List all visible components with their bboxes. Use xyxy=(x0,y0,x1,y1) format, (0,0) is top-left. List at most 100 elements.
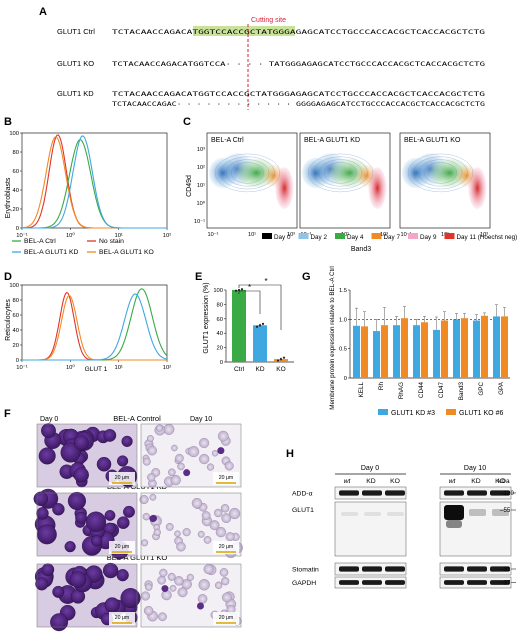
f-cell-light-1-11 xyxy=(197,530,205,538)
f-cell-dark-1-23 xyxy=(37,524,57,545)
f-cell-light-2-8 xyxy=(174,576,184,586)
h-protein-label-1: GLUT1 xyxy=(292,507,314,514)
c-contour-2-3 xyxy=(424,162,457,184)
panel-h-lanes: wt KD KO wt KD KO xyxy=(344,478,505,485)
h-band-0-1-1 xyxy=(467,490,487,496)
f-cell-light-2-28 xyxy=(143,606,154,616)
f-cell-light-2-14 xyxy=(159,568,168,577)
panel-a-letter: A xyxy=(39,6,47,18)
h-band-2-0-0 xyxy=(339,566,359,572)
f-cell-light-1-6 xyxy=(220,504,230,513)
g-ytick-label-1.0: 1.0 xyxy=(339,317,347,323)
c-plot-0: BEL-A Ctrl 10⁻¹ 10¹ 10³ 10³ 10² 10¹ 10⁰ 10⁻¹ xyxy=(194,132,298,238)
f-image-day10-frame-2 xyxy=(140,563,242,628)
c-pop-day11-2 xyxy=(468,167,487,210)
seq-ctrl: TCTACAACCAGACATGGTCCA CCGCTATGGGAGAGCATCC… xyxy=(112,29,485,36)
panel-g-chart: 0 0.5 1.0 1.5 KELL Rh RhAG CD44 CD47 Band3 GPC GPA xyxy=(339,288,510,400)
panel-b-ylabel: Erythroblasts xyxy=(5,177,12,218)
d-curve-bel-a-glut1-ko xyxy=(22,294,167,361)
seq-name-ko: GLUT1 KO xyxy=(57,59,94,68)
d-curve-bel-a-glut1-kd xyxy=(22,293,168,361)
c-xtick-2-2: 10³ xyxy=(480,232,488,238)
h-band-2-1-2 xyxy=(490,566,510,572)
c-legend-label-3: Day 7 xyxy=(384,234,401,241)
c-legend-swatch-4 xyxy=(408,233,418,239)
f-scale-bg-0-1 xyxy=(213,472,239,485)
f-scale-label-0-0: 20 μm xyxy=(115,475,130,481)
e-sig-bracket-ko xyxy=(238,284,282,330)
c-xtick-0-2: 10³ xyxy=(287,232,295,238)
c-ytick-1: 10² xyxy=(197,165,205,171)
panel-e-letter: E xyxy=(195,271,202,283)
e-bar-ctrl xyxy=(232,290,246,362)
f-cell-light-0-17 xyxy=(155,424,164,432)
f-cell-nucleated-2-1 xyxy=(161,585,169,593)
f-image-day10-row-1 xyxy=(139,492,243,559)
panel-c-xlabel: Band3 xyxy=(351,246,371,253)
b-xtick-label-1: 10⁰ xyxy=(66,232,75,239)
e-bar-kd xyxy=(253,325,267,362)
h-band-3-0-0 xyxy=(339,580,359,585)
f-cell-light-0-27 xyxy=(188,446,200,458)
g-bar-gpa-1 xyxy=(501,316,508,378)
g-bar-cd47-0 xyxy=(433,329,440,378)
f-cell-light-0-13 xyxy=(217,430,229,442)
h-band-glut1-1-2 xyxy=(492,509,509,516)
c-legend-label-0: Day 0 xyxy=(274,234,291,241)
f-cell-light-2-9 xyxy=(214,581,223,589)
c-xtick-2-0: 10⁻¹ xyxy=(400,232,411,238)
f-cell-dark-2-17 xyxy=(41,563,55,576)
g-bar-kell-0 xyxy=(353,325,360,378)
f-cell-nucleated-2-0 xyxy=(196,602,204,610)
f-cell-light-2-23 xyxy=(144,583,153,591)
e-dot-ko-0 xyxy=(276,359,280,362)
d-ytick-label-100: 100 xyxy=(9,283,19,289)
f-cell-light-2-1 xyxy=(140,591,150,601)
panel-f-row-control: BEL-A Control xyxy=(113,414,161,423)
f-cell-dark-0-18 xyxy=(41,423,56,439)
b-legend-label-3: BEL-A GLUT1 KO xyxy=(99,249,154,256)
c-pop-day11-0 xyxy=(275,167,294,210)
h-band-3-1-1 xyxy=(467,580,487,585)
f-cell-light-2-15 xyxy=(221,577,230,586)
f-scale-bg-1-0 xyxy=(109,541,135,554)
f-cell-dark-1-20 xyxy=(91,535,103,547)
f-cell-light-1-9 xyxy=(209,520,220,531)
h-band-2-0-1 xyxy=(362,566,382,572)
g-bar-gpc-0 xyxy=(473,320,480,378)
b-legend-label-0: BEL-A Ctrl xyxy=(24,238,56,245)
f-cell-dark-0-21 xyxy=(73,467,89,483)
b-frame xyxy=(21,132,168,229)
f-cell-dark-0-23 xyxy=(103,428,117,442)
g-legend-label-0: GLUT1 KD #3 xyxy=(391,410,435,417)
g-bar-rhag-0 xyxy=(393,325,400,378)
g-bar-band3-1 xyxy=(461,318,468,378)
f-cell-nucleated-1-1 xyxy=(149,515,157,523)
h-protein-label-0: ADD-α xyxy=(292,491,313,498)
f-scale-label-0-1: 20 μm xyxy=(219,475,234,481)
f-cell-dark-1-16 xyxy=(116,516,130,529)
f-cell-light-0-24 xyxy=(147,435,154,442)
h-protein-label-3: GAPDH xyxy=(292,580,316,587)
f-cell-light-2-24 xyxy=(157,575,166,585)
panel-f-day10: Day 10 xyxy=(190,416,212,423)
panel-f-row-ko: BEL-A GLUT1 KO xyxy=(107,553,168,562)
c-plot-title-0: BEL-A Ctrl xyxy=(211,137,244,144)
f-image-day0-row-2 xyxy=(34,562,141,632)
h-band-3-0-1 xyxy=(362,580,382,585)
g-bar-kell-1 xyxy=(361,326,368,378)
d-xtick-label-1: 10⁰ xyxy=(66,364,75,371)
f-scale-label-2-0: 20 μm xyxy=(115,615,130,621)
f-cell-dark-1-25 xyxy=(64,541,76,553)
f-scale-bg-2-1 xyxy=(213,612,239,625)
f-scale-bg-0-0 xyxy=(109,472,135,485)
c-legend-swatch-1 xyxy=(298,233,309,239)
f-cell-light-1-23 xyxy=(191,498,203,509)
f-cell-dark-2-21 xyxy=(102,562,119,579)
f-cell-light-2-21 xyxy=(219,568,229,577)
g-ytick-label-0.5: 0.5 xyxy=(339,347,347,353)
grna-highlight xyxy=(193,26,295,36)
f-cell-light-1-29 xyxy=(225,532,235,542)
f-cell-dark-0-19 xyxy=(96,456,112,472)
